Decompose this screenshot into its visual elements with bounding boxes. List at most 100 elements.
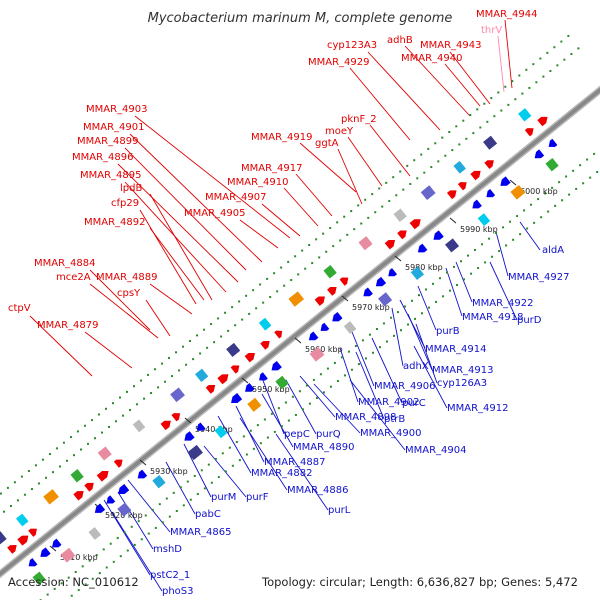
track-dot [53,587,56,590]
reverse-gene [259,372,268,381]
feature-box [32,571,46,586]
feature-box [343,321,357,334]
track-dot [189,498,192,501]
label-mmar-4904: MMAR_4904 [405,445,467,456]
track-dot [368,333,371,336]
track-dot [108,425,111,428]
feature-box [258,317,272,331]
track-dot [444,154,447,157]
track-dot [65,459,68,462]
feature-box-shape [195,368,209,383]
track-dot [161,362,164,365]
feature-box [70,469,84,483]
forward-gene [470,170,481,181]
track-dot [87,442,90,445]
track-dot [528,86,531,89]
track-dot [231,306,234,309]
track-dot [217,317,220,320]
reverse-gene-shape [363,287,373,297]
track-dot [88,559,91,562]
track-dot [462,119,465,122]
genome-backbone [0,85,600,579]
track-dot [438,277,441,280]
label-mmar-4922: MMAR_4922 [472,298,534,309]
track-dot [312,378,315,381]
track-dot [185,363,188,366]
track-dot [347,350,350,353]
leader-line-top [149,283,193,315]
leader-line-bottom [417,285,437,331]
feature-box [187,444,203,461]
forward-gene-shape [447,190,457,200]
leader-line-bottom [519,221,541,251]
track-dot [126,549,129,552]
forward-gene-shape [84,482,94,492]
track-dot [129,408,132,411]
track-dot [213,341,216,344]
feature-box-shape [510,184,526,200]
label-mmar-4899: MMAR_4899 [77,136,139,147]
leader-line-bottom [285,379,317,435]
reverse-gene-shape [118,484,130,495]
forward-gene [484,160,494,169]
feature-box-shape [343,321,357,334]
feature-box [309,346,325,362]
feature-box-shape [170,387,185,403]
track-dot [329,385,332,388]
track-dot [505,244,508,247]
track-dot [41,458,44,461]
label-purb: purB [436,326,460,337]
track-dot [389,316,392,319]
track-dot [396,311,399,314]
label-mmar-4901: MMAR_4901 [83,122,145,133]
feature-box [483,135,498,150]
label-leader-lines [29,19,541,592]
track-dot [248,312,251,315]
track-dot [472,132,475,135]
track-dot [340,356,343,359]
track-dot [371,193,374,196]
forward-gene-shape [339,277,349,286]
reverse-gene-shape [40,547,51,557]
leader-line-top [129,133,263,263]
track-dot [403,305,406,308]
feature-box [275,375,289,390]
accession-text: Accession: NC_010612 [8,575,139,589]
track-dot [269,295,272,298]
reverse-gene-shape [137,469,148,479]
track-dot [430,166,433,169]
track-dot [175,509,178,512]
label-purf: purF [246,492,269,503]
tick-mark [341,295,349,302]
forward-gene [171,413,181,422]
label-cyp123a3: cyp123A3 [327,40,377,51]
track-dot [249,429,252,432]
track-dot [224,470,227,473]
track-dot [304,267,307,270]
track-dot [266,277,269,280]
feature-box-shape [70,469,84,483]
track-dot [252,447,255,450]
feature-box-shape [410,266,425,281]
track-dot [133,543,136,546]
leader-line-bottom [349,379,406,451]
track-dot [179,486,182,489]
label-ggta: ggtA [315,138,339,149]
feature-box-shape [323,265,337,279]
track-dot [593,152,596,155]
track-dot [416,177,419,180]
track-dot [579,164,582,167]
tick-label: 5960 kbp [305,345,343,354]
track-dot [280,425,283,428]
track-dot [556,64,559,67]
track-dot [504,85,507,88]
track-dot [23,493,26,496]
track-dot [378,187,381,190]
label-cpsy: cpsY [117,288,141,299]
track-dot [287,260,290,263]
leader-line-bottom [351,331,375,387]
track-dot [46,593,49,596]
track-dot [210,481,213,484]
track-dot [266,436,269,439]
